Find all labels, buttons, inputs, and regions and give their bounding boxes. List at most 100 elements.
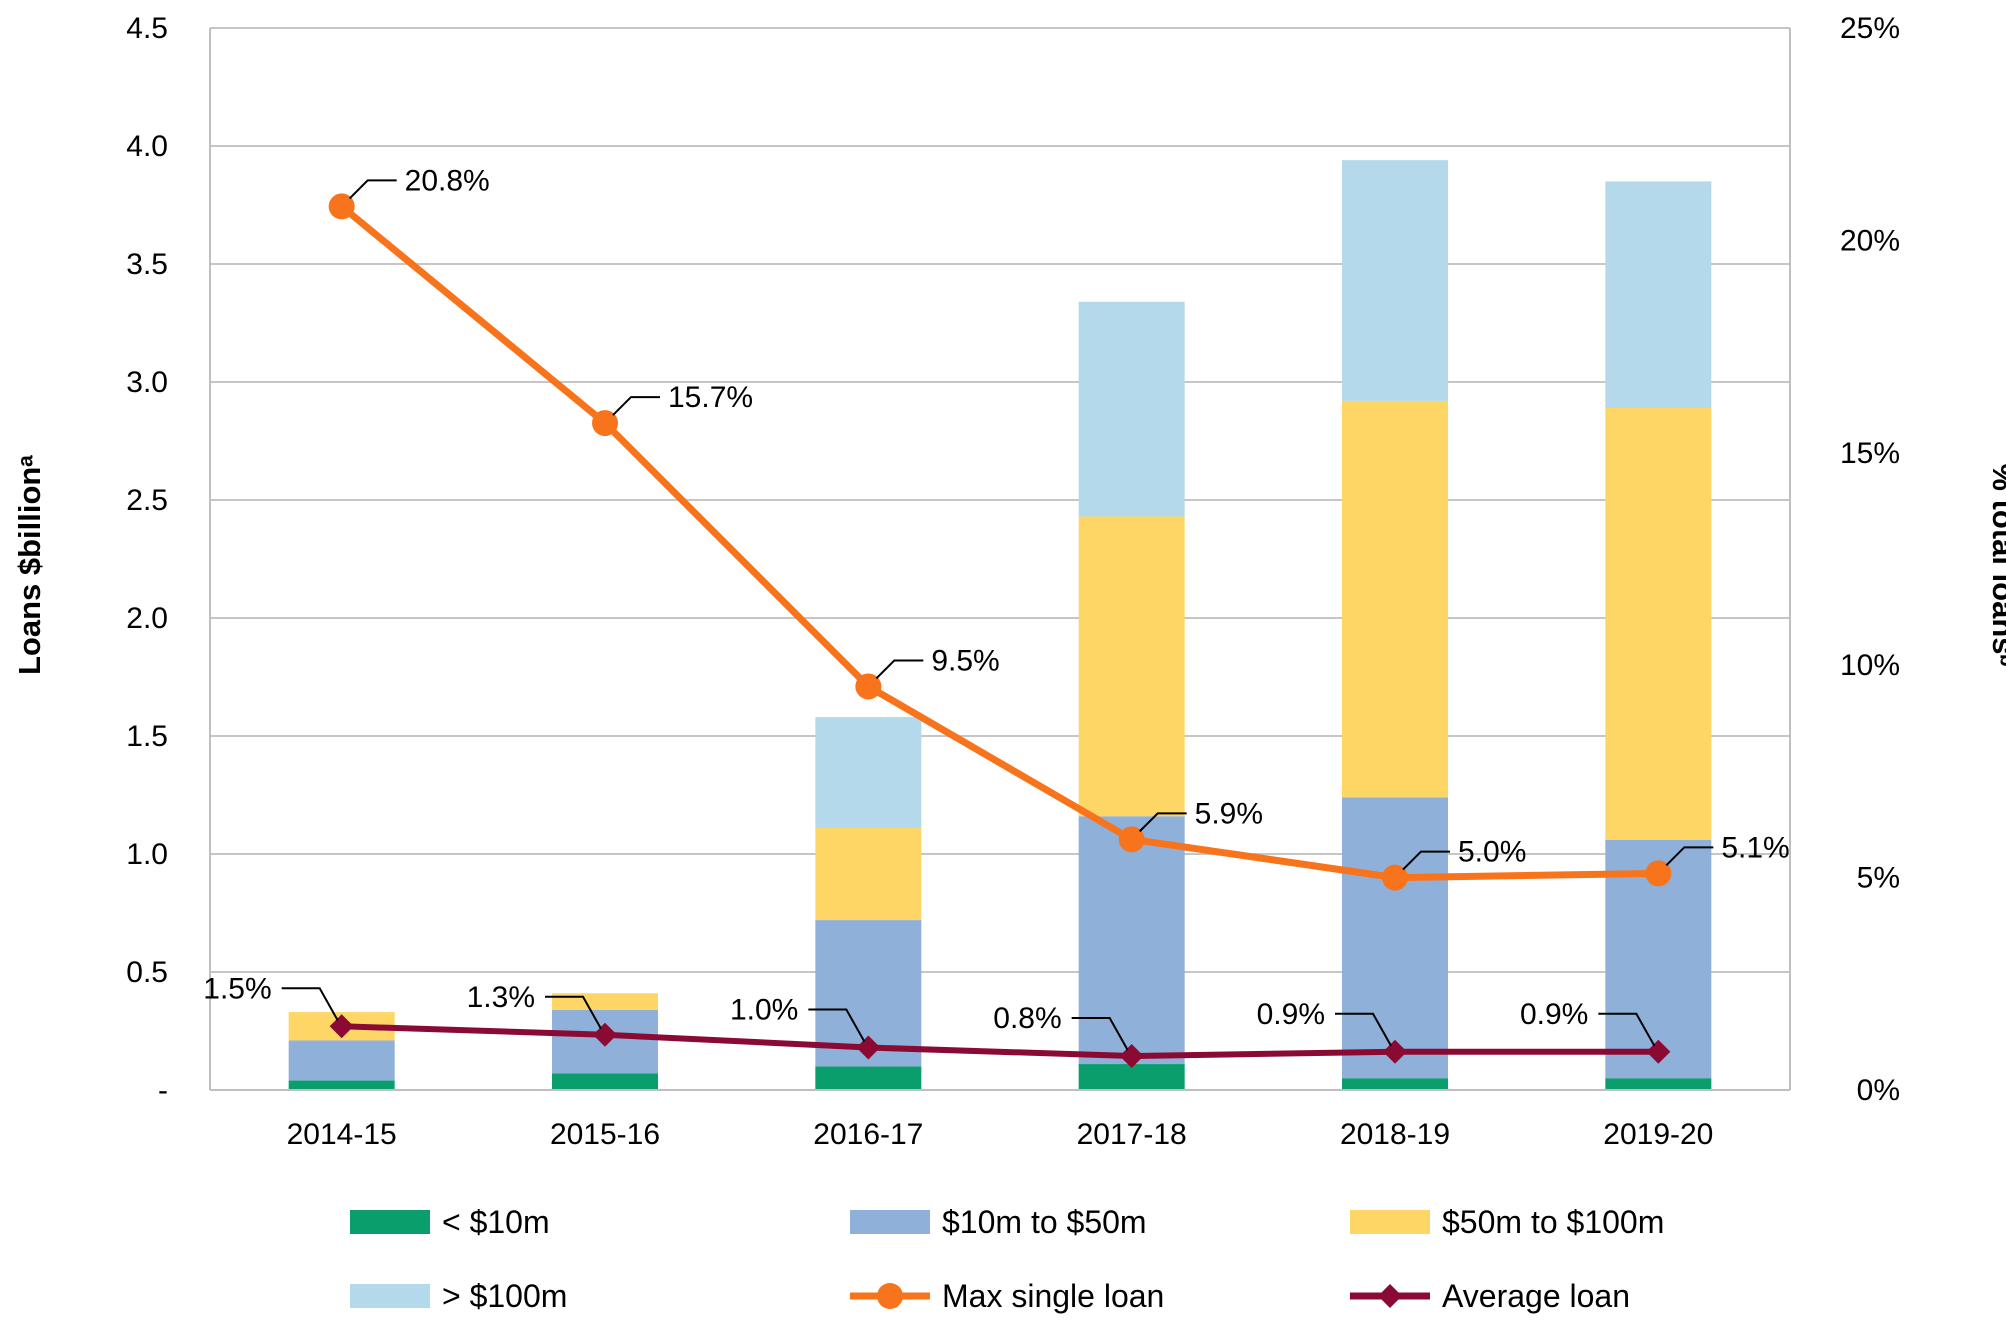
max-loan-data-label: 5.1%	[1721, 831, 1789, 864]
y-tick-label: 2.0	[126, 602, 168, 635]
y2-tick-label: 10%	[1840, 649, 1900, 682]
y-axis-title: Loans $billionᵃ	[12, 455, 47, 675]
legend-label: < $10m	[442, 1204, 550, 1240]
y-tick-label: 4.5	[126, 12, 168, 45]
leader-line	[808, 1008, 866, 1043]
leader-line	[612, 396, 660, 416]
y-tick-label: -	[158, 1074, 168, 1107]
legend-label: $50m to $100m	[1442, 1204, 1664, 1240]
average-loan-data-label: 0.8%	[993, 1002, 1061, 1035]
max-loan-point	[592, 410, 618, 437]
leader-line	[1335, 1012, 1392, 1047]
y-tick-label: 2.5	[126, 484, 168, 517]
average-loan-line	[341, 1023, 1659, 1060]
leader-line	[1665, 846, 1714, 867]
y2-tick-label: 25%	[1840, 12, 1900, 45]
max-loan-data-label: 5.9%	[1195, 797, 1263, 830]
average-loan-data-label: 0.9%	[1257, 998, 1325, 1031]
bar-segment	[288, 1040, 395, 1081]
bar-segment	[1078, 516, 1185, 817]
average-loan-point	[1383, 1039, 1407, 1064]
max-loan-data-label: 20.8%	[405, 164, 490, 197]
legend-swatch	[350, 1210, 430, 1234]
leader-line	[348, 179, 397, 200]
y-tick-label: 3.5	[126, 248, 168, 281]
average-loan-point	[1646, 1039, 1671, 1064]
bar-segment	[1605, 181, 1712, 408]
leader-line	[1071, 1017, 1129, 1051]
bar-segment	[1078, 1064, 1185, 1090]
max-loan-point	[1645, 860, 1672, 887]
y-tick-label: 4.0	[126, 130, 168, 163]
leader-line	[545, 995, 602, 1030]
bar-segment	[288, 1080, 395, 1090]
bar-segment	[815, 1066, 922, 1090]
y2-axis-title: % total loansᵇ	[1986, 463, 2006, 666]
average-loan-point	[1119, 1044, 1144, 1069]
x-tick-label: 2018-19	[1340, 1118, 1450, 1151]
line-series	[328, 193, 1672, 1069]
legend-marker	[1378, 1284, 1402, 1308]
y-tick-label: 3.0	[126, 366, 168, 399]
tick-labels: - 0.5 1.0 1.5 2.0 2.5 3.0 3.5 4.0 4.5 0% 5% 10% 15% 20…	[126, 12, 1900, 1151]
legend-swatch	[350, 1284, 430, 1308]
legend-label: Average loan	[1442, 1278, 1630, 1314]
average-loan-point	[593, 1022, 617, 1047]
bar-segment	[1078, 301, 1185, 517]
gridlines	[210, 27, 1790, 973]
bar-segment	[1342, 400, 1448, 798]
max-loan-point	[1382, 864, 1408, 891]
bar-segment	[1605, 407, 1712, 840]
average-loan-point	[329, 1014, 354, 1039]
leader-line	[1138, 812, 1187, 833]
y2-tick-label: 5%	[1857, 862, 1900, 895]
average-loan-data-label: 1.0%	[730, 994, 798, 1027]
leader-line	[1402, 850, 1450, 871]
bar-segment	[815, 828, 922, 921]
y-tick-label: 1.0	[126, 838, 168, 871]
max-loan-data-label: 15.7%	[668, 381, 753, 414]
max-loan-point	[328, 193, 355, 220]
y2-tick-label: 0%	[1857, 1074, 1900, 1107]
max-loan-point	[855, 673, 882, 700]
y-tick-label: 1.5	[126, 720, 168, 753]
axes	[209, 28, 1791, 1091]
legend-marker	[877, 1283, 903, 1309]
max-loan-point	[1118, 826, 1145, 853]
x-tick-label: 2017-18	[1077, 1118, 1187, 1151]
legend-label: $10m to $50m	[942, 1204, 1147, 1240]
y2-tick-label: 20%	[1840, 224, 1900, 257]
legend-label: Max single loan	[942, 1278, 1164, 1314]
data-labels: 20.8% 15.7% 9.5% 5.9% 5.0% 5.1% 1.5% 1.3% 1.0% 0.…	[203, 164, 1790, 1051]
x-tick-label: 2014-15	[287, 1118, 397, 1151]
stacked-bars	[288, 160, 1712, 1090]
max-loan-data-label: 9.5%	[931, 644, 999, 677]
y2-tick-label: 15%	[1840, 437, 1900, 470]
legend-swatch	[1350, 1210, 1430, 1234]
x-tick-label: 2016-17	[813, 1118, 923, 1151]
bar-segment	[1078, 816, 1185, 1065]
bar-segment	[552, 1073, 658, 1090]
bar-segment	[815, 717, 922, 829]
max-loan-line	[339, 203, 1659, 882]
bar-segment	[1342, 797, 1448, 1079]
legend-label: > $100m	[442, 1278, 567, 1314]
leader-line	[1598, 1012, 1656, 1047]
average-loan-data-label: 0.9%	[1520, 998, 1588, 1031]
x-tick-label: 2015-16	[550, 1118, 660, 1151]
average-loan-point	[856, 1035, 881, 1060]
bar-segment	[1605, 1078, 1712, 1090]
legend: < $10m $10m to $50m $50m to $100m > $100m Ma…	[350, 1204, 1664, 1314]
bar-segment	[552, 993, 658, 1010]
average-loan-data-label: 1.3%	[467, 981, 535, 1014]
y-tick-label: 0.5	[126, 956, 168, 989]
bar-segment	[1342, 160, 1448, 401]
x-tick-label: 2019-20	[1603, 1118, 1713, 1151]
max-loan-data-label: 5.0%	[1458, 836, 1526, 869]
bar-segment	[1342, 1078, 1448, 1090]
average-loan-data-label: 1.5%	[203, 972, 271, 1005]
leader-line	[875, 659, 924, 680]
legend-swatch	[850, 1210, 930, 1234]
leader-line	[281, 987, 339, 1021]
